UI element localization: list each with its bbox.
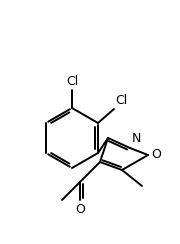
Text: N: N bbox=[132, 132, 141, 145]
Text: O: O bbox=[151, 149, 161, 162]
Text: Cl: Cl bbox=[115, 94, 127, 107]
Text: Cl: Cl bbox=[66, 75, 78, 88]
Text: O: O bbox=[75, 203, 85, 216]
